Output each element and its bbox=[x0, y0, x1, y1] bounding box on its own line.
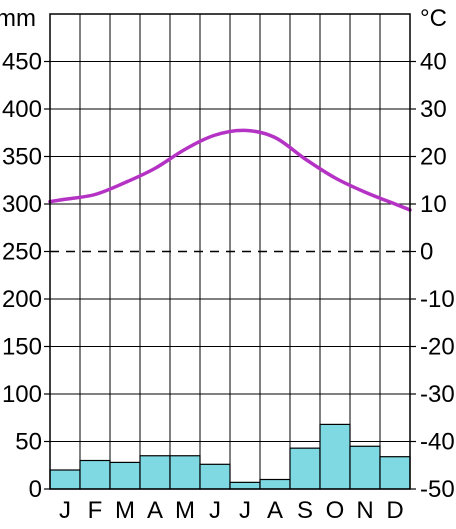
left-axis-tick-labels: 0 50 100 150 200 250 300 350 400 450 bbox=[2, 49, 50, 503]
precip-bar-5 bbox=[169, 455, 201, 490]
left-tick-label: 50 bbox=[15, 429, 42, 456]
right-axis-tick-labels: -50 -40 -30 -20 -10 0 10 20 30 40 bbox=[410, 49, 455, 503]
left-tick-label: 100 bbox=[2, 381, 42, 408]
right-tick-label: -40 bbox=[420, 429, 455, 456]
month-label: J bbox=[59, 497, 71, 524]
month-label: J bbox=[209, 497, 221, 524]
left-tick-label: 450 bbox=[2, 49, 42, 76]
month-label: M bbox=[175, 497, 195, 524]
month-label: A bbox=[267, 497, 283, 524]
temperature-line bbox=[48, 128, 412, 212]
right-tick-label: -30 bbox=[420, 381, 455, 408]
right-tick-label: -20 bbox=[420, 334, 455, 361]
precip-bar-12 bbox=[379, 456, 411, 490]
left-tick-label: 200 bbox=[2, 286, 42, 313]
left-tick-label: 0 bbox=[29, 476, 42, 503]
right-tick-label: -50 bbox=[420, 476, 455, 503]
month-label: F bbox=[88, 497, 103, 524]
right-tick-label: 20 bbox=[420, 144, 447, 171]
month-label: J bbox=[239, 497, 251, 524]
precip-bar-1 bbox=[49, 469, 81, 490]
precip-bar-11 bbox=[349, 445, 381, 490]
precip-bar-8 bbox=[259, 478, 291, 490]
precip-bar-6 bbox=[199, 463, 231, 490]
right-tick-label: 30 bbox=[420, 96, 447, 123]
month-label: S bbox=[297, 497, 313, 524]
precip-bar-2 bbox=[79, 459, 111, 490]
month-label: M bbox=[115, 497, 135, 524]
precip-bar-7 bbox=[229, 481, 261, 490]
right-axis-unit: °C bbox=[420, 5, 447, 32]
left-tick-label: 350 bbox=[2, 144, 42, 171]
grid bbox=[50, 14, 410, 489]
month-label: N bbox=[356, 497, 373, 524]
temperature-curve bbox=[48, 128, 412, 212]
precip-bar-9 bbox=[289, 447, 321, 490]
precip-bar-3 bbox=[109, 461, 141, 490]
right-tick-label: 0 bbox=[420, 239, 433, 266]
precip-bar-4 bbox=[139, 455, 171, 490]
month-label: D bbox=[386, 497, 403, 524]
left-tick-label: 150 bbox=[2, 334, 42, 361]
precip-bar-10 bbox=[319, 423, 351, 490]
month-label: A bbox=[147, 497, 163, 524]
left-axis-unit: mm bbox=[0, 5, 36, 32]
left-tick-label: 250 bbox=[2, 239, 42, 266]
left-tick-label: 300 bbox=[2, 191, 42, 218]
left-tick-label: 400 bbox=[2, 96, 42, 123]
right-tick-label: 10 bbox=[420, 191, 447, 218]
right-tick-label: 40 bbox=[420, 49, 447, 76]
right-tick-label: -10 bbox=[420, 286, 455, 313]
month-label: O bbox=[326, 497, 345, 524]
